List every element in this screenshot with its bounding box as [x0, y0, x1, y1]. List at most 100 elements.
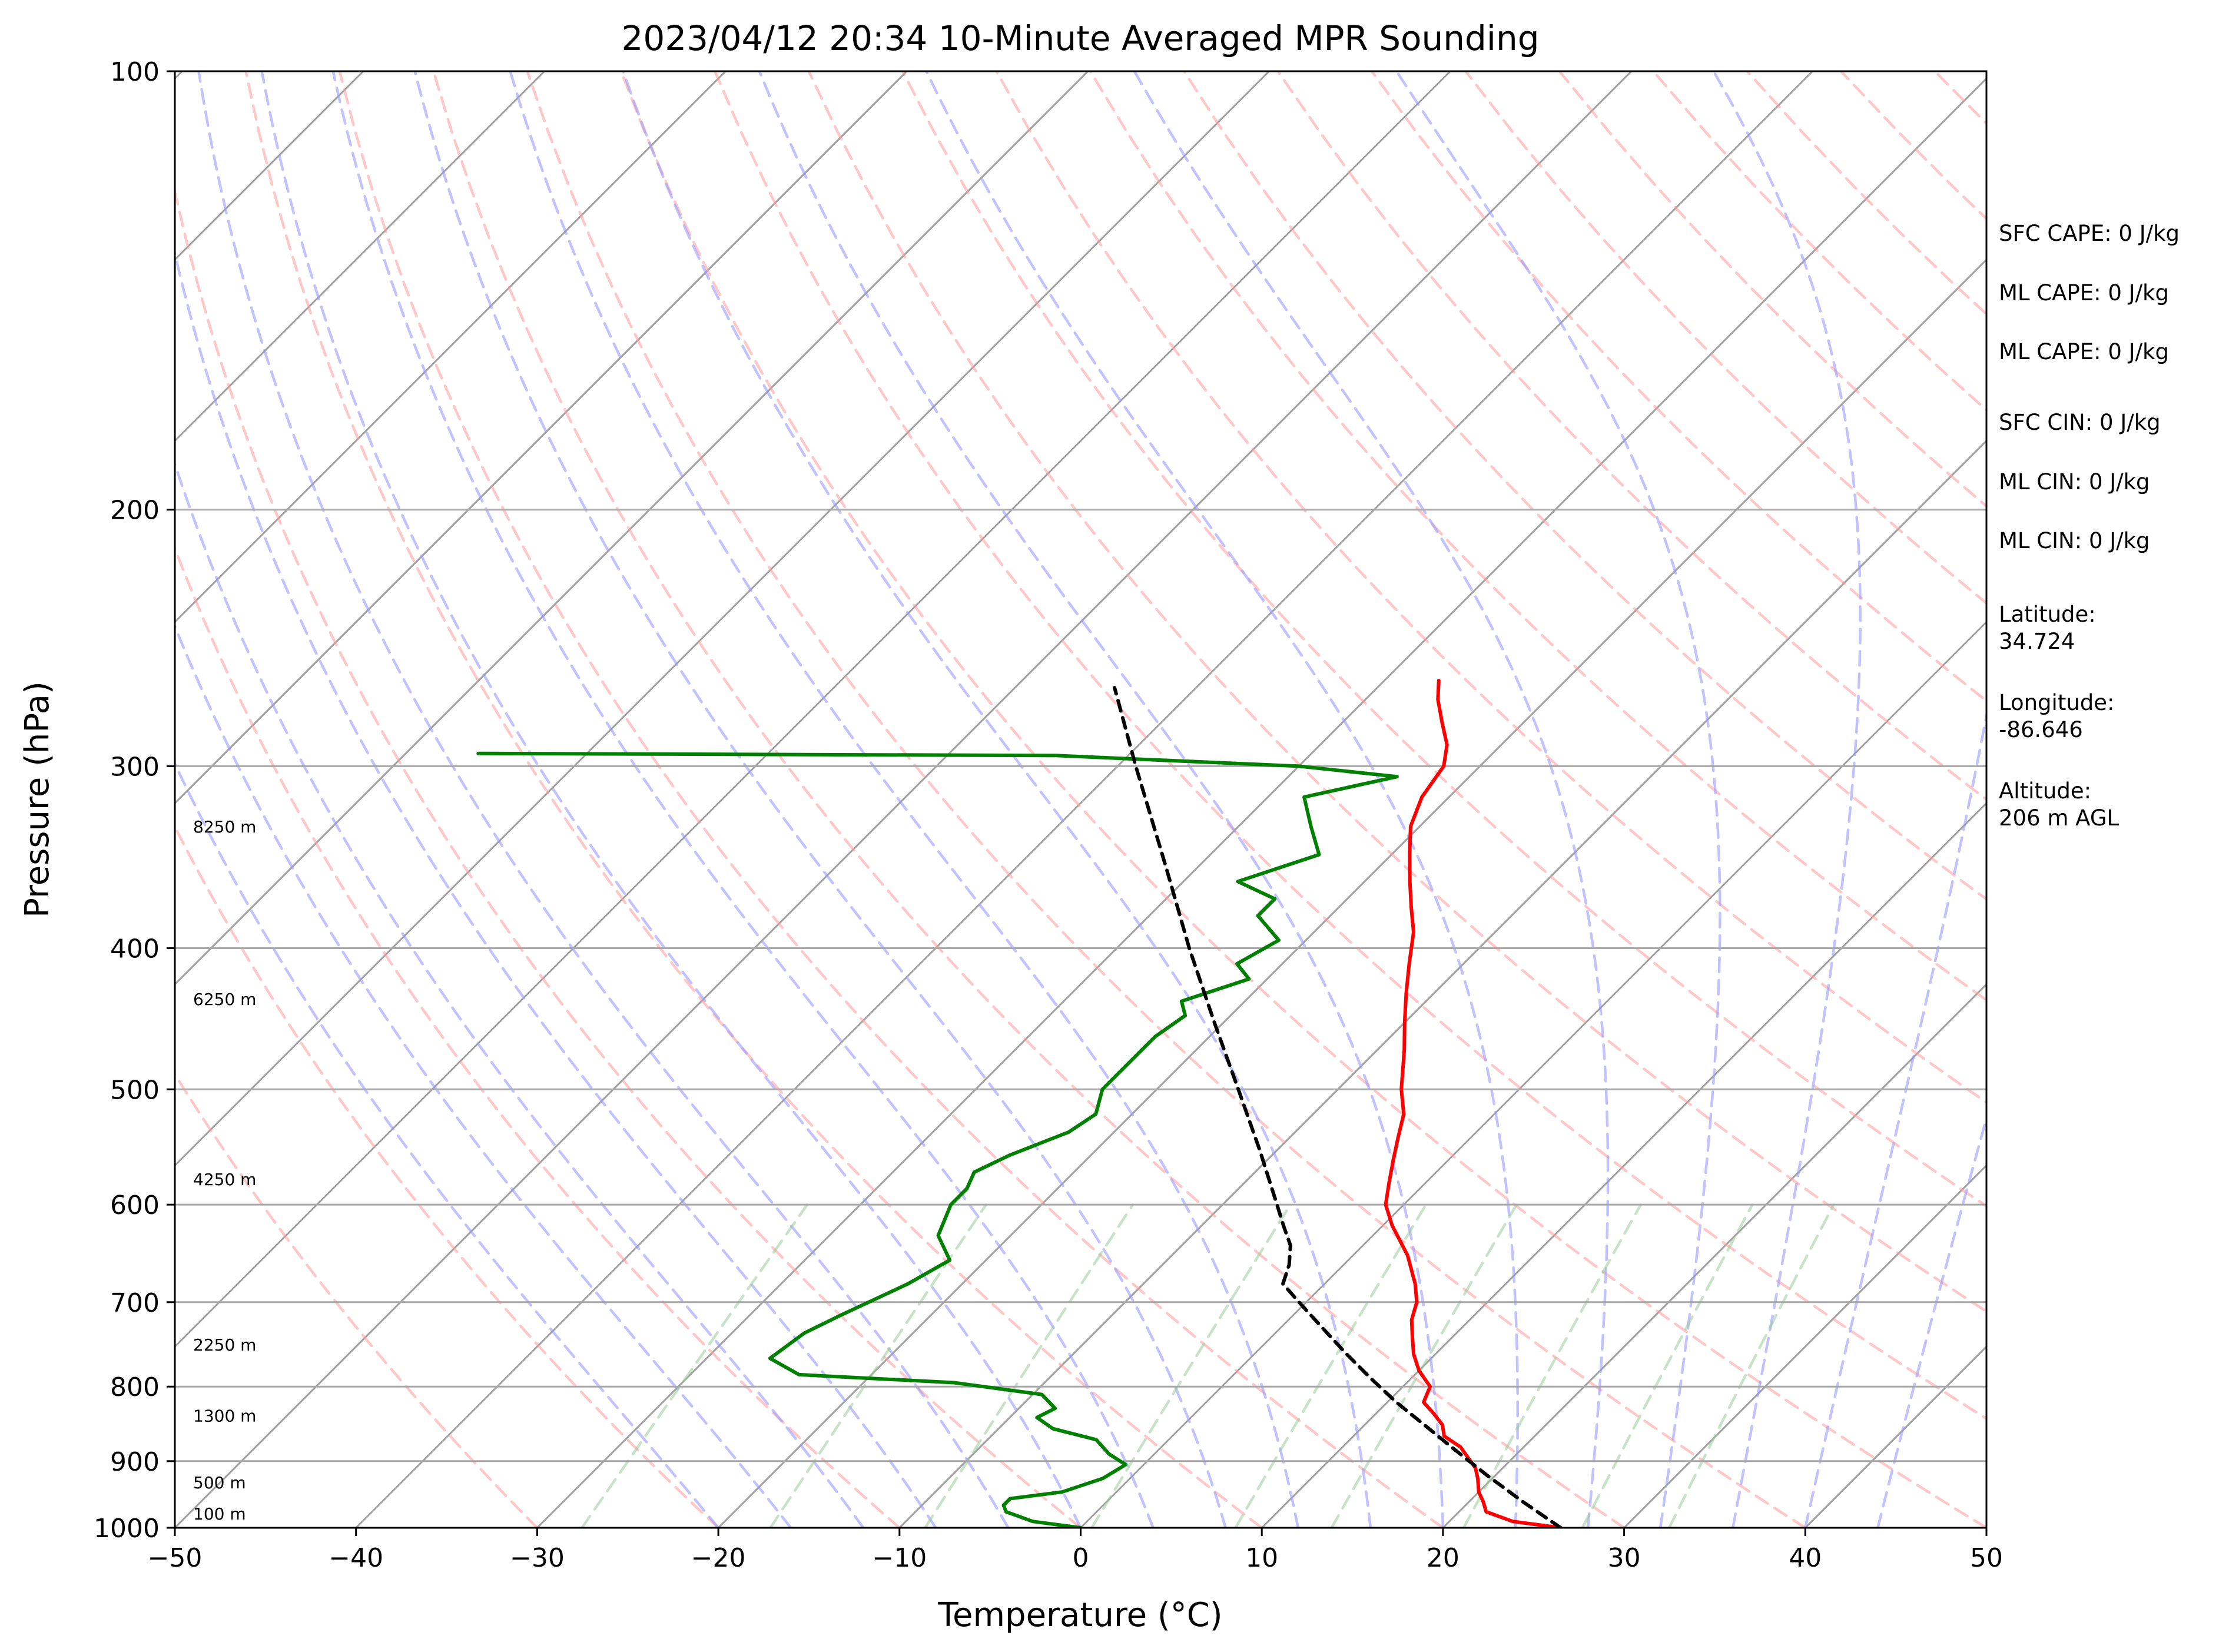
height-label: 1300 m — [193, 1406, 256, 1425]
stat-annotation-line: SFC CIN: 0 J/kg — [1999, 410, 2161, 435]
x-tick-label: 40 — [1789, 1543, 1822, 1573]
x-tick-label: −10 — [872, 1543, 927, 1573]
isotherm-line — [175, 71, 546, 442]
isotherm-line — [1442, 983, 1986, 1528]
moist-adiabat-line — [1395, 71, 1721, 1528]
dry-adiabat-line — [619, 71, 1986, 1528]
dry-adiabat-line — [1276, 71, 1986, 801]
background-lines — [0, 71, 1986, 1528]
x-tick-label: 30 — [1608, 1543, 1641, 1573]
moist-adiabat-line — [175, 460, 865, 1528]
dry-adiabat-line — [175, 545, 901, 1528]
y-axis: 1000 900 800 700 600 500 400 300 200 100 — [94, 57, 175, 1544]
moist-adiabat-line — [758, 71, 1445, 1528]
stat-annotation: Altitude: 206 m AGL — [1999, 778, 2119, 831]
pressure-gridlines — [175, 71, 1986, 1528]
isotherm-line — [717, 258, 1986, 1528]
isotherm-line — [536, 77, 1986, 1528]
stat-annotation: ML CIN: 0 J/kg — [1999, 528, 2150, 553]
moist-adiabat-line — [413, 71, 1227, 1528]
height-label: 4250 m — [193, 1170, 256, 1189]
chart-title: 2023/04/12 20:34 10-Minute Averaged MPR … — [621, 18, 1539, 58]
x-tick-label: −40 — [329, 1543, 383, 1573]
dry-adiabat-line — [244, 71, 1263, 1528]
y-tick-label: 200 — [110, 496, 160, 526]
stat-annotation-line: 206 m AGL — [1999, 805, 2119, 831]
x-axis: −50 −40 −30 −20 −10 0 10 20 30 40 50 — [148, 1528, 2003, 1573]
mixing-ratio-line — [769, 1203, 988, 1528]
dry-adiabat-line — [995, 71, 1986, 1104]
stat-annotation: Longitude: -86.646 — [1999, 690, 2115, 742]
x-axis-title: Temperature (°C) — [937, 1596, 1222, 1634]
stat-annotation-line: SFC CAPE: 0 J/kg — [1999, 221, 2180, 246]
moist-adiabat-line — [175, 760, 720, 1528]
isotherm-line — [175, 71, 908, 805]
temperature-profile-line — [1384, 678, 1563, 1528]
stat-annotation: ML CAPE: 0 J/kg — [1999, 339, 2169, 364]
dry-adiabat-line — [175, 1072, 539, 1528]
mixing-ratio-line — [1090, 1203, 1292, 1528]
y-tick-label: 700 — [110, 1288, 160, 1318]
stat-annotation-line: Latitude: — [1999, 602, 2096, 627]
dry-adiabat-line — [714, 71, 1986, 1421]
moist-adiabat-line — [197, 71, 1010, 1528]
height-label: 100 m — [193, 1504, 246, 1524]
stats-panel: SFC CAPE: 0 J/kg ML CAPE: 0 J/kg ML CAPE: … — [1999, 221, 2180, 831]
plot-frame — [174, 70, 1988, 1529]
stat-annotation: SFC CIN: 0 J/kg — [1999, 410, 2161, 435]
moist-adiabat-line — [509, 71, 1299, 1528]
moist-adiabat-line — [175, 247, 937, 1528]
isotherm-line — [175, 71, 1451, 1348]
moist-adiabat-line — [1133, 71, 1610, 1528]
y-tick-label: 800 — [110, 1372, 160, 1402]
stat-annotation-line: Altitude: — [1999, 778, 2091, 804]
stat-annotation-line: ML CAPE: 0 J/kg — [1999, 280, 2169, 306]
stat-annotation-line: -86.646 — [1999, 717, 2083, 742]
x-tick-label: 10 — [1245, 1543, 1278, 1573]
dry-adiabat-line — [175, 824, 720, 1528]
stat-annotation-line: ML CIN: 0 J/kg — [1999, 528, 2150, 553]
moist-adiabat-line — [925, 71, 1520, 1528]
y-tick-label: 600 — [110, 1190, 160, 1220]
isotherm-line — [0, 71, 1, 1528]
x-tick-label: 20 — [1427, 1543, 1460, 1573]
isotherm-line — [355, 71, 1814, 1528]
isotherm-line — [898, 439, 1986, 1528]
stat-annotation-line: ML CIN: 0 J/kg — [1999, 469, 2150, 495]
isotherm-line — [175, 71, 1633, 1528]
y-tick-label: 300 — [110, 752, 160, 782]
x-tick-label: 0 — [1073, 1543, 1089, 1573]
stat-annotation-line: Longitude: — [1999, 690, 2115, 715]
moist-adiabat-line — [1876, 1113, 1986, 1528]
height-label: 500 m — [193, 1473, 246, 1492]
dry-adiabat-line — [338, 71, 1445, 1528]
y-tick-label: 400 — [110, 934, 160, 964]
height-labels: 100 m 500 m 1300 m 2250 m 4250 m 6250 m 8250 m — [193, 817, 256, 1524]
series-layer — [476, 678, 1563, 1528]
isotherm-line — [175, 71, 1271, 1167]
dry-adiabat-line — [526, 71, 1807, 1528]
dry-adiabat-line — [1370, 71, 1986, 703]
moist-adiabat-line — [1804, 708, 1986, 1528]
mixing-ratio-line — [1462, 1203, 1643, 1528]
x-tick-label: −50 — [148, 1543, 203, 1573]
dry-adiabat-line — [175, 185, 1082, 1528]
moist-adiabat-line — [331, 71, 1155, 1528]
mixing-ratio-line — [581, 1203, 809, 1528]
isotherm-line — [1623, 1164, 1986, 1528]
stat-annotation-line: ML CAPE: 0 J/kg — [1999, 339, 2169, 364]
stat-annotation: ML CAPE: 0 J/kg — [1999, 280, 2169, 306]
stat-annotation: ML CIN: 0 J/kg — [1999, 469, 2150, 495]
stat-annotation: Latitude: 34.724 — [1999, 602, 2096, 654]
stat-annotation: SFC CAPE: 0 J/kg — [1999, 221, 2180, 246]
height-label: 6250 m — [193, 990, 256, 1009]
height-label: 8250 m — [193, 817, 256, 837]
dry-adiabat-line — [1089, 71, 1986, 1002]
stat-annotation-line: 34.724 — [1999, 629, 2075, 654]
y-axis-title: Pressure (hPa) — [18, 681, 57, 918]
y-tick-label: 100 — [110, 57, 160, 87]
y-tick-label: 500 — [110, 1075, 160, 1105]
mixing-ratio-line — [1667, 1203, 1835, 1528]
dewpoint-profile-line — [476, 751, 1399, 1528]
